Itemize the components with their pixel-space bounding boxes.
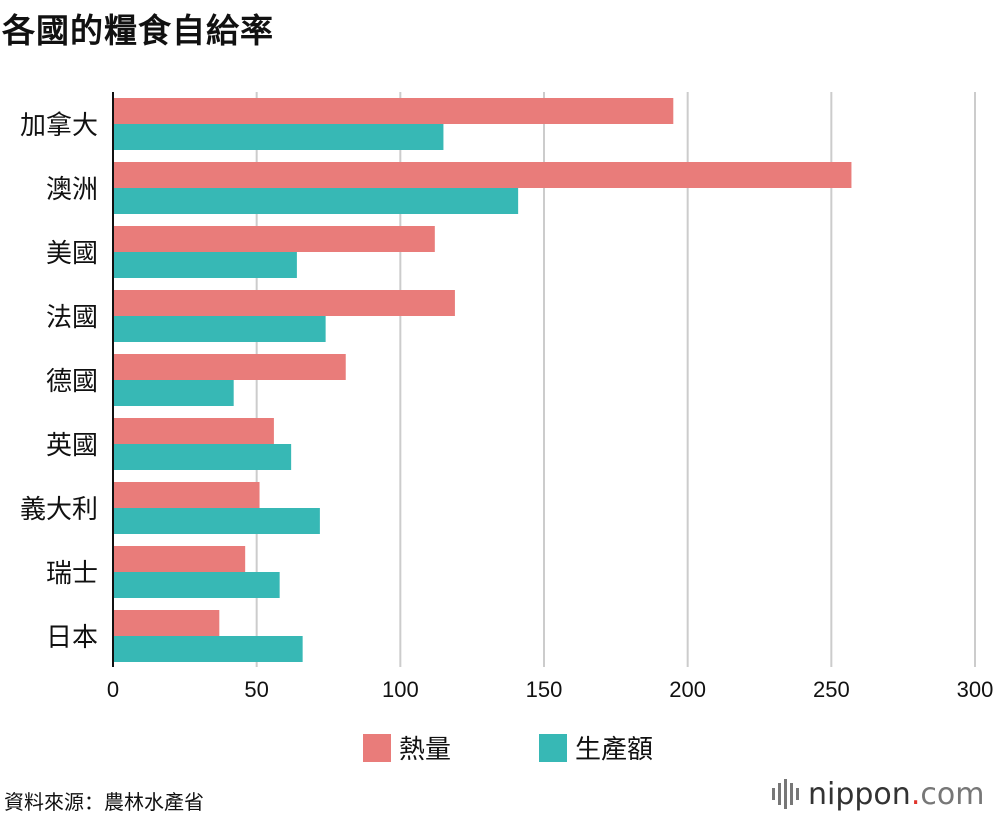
bar-production	[113, 380, 234, 406]
bar-production	[113, 572, 280, 598]
bar-calorie	[113, 290, 455, 316]
category-label: 英國	[46, 431, 98, 461]
bar-calorie	[113, 418, 274, 444]
x-tick-labels: 0 50 100 150 200 250 300	[107, 677, 993, 702]
bar-calorie	[113, 354, 346, 380]
x-tick-label: 200	[669, 677, 706, 702]
legend-swatch	[539, 734, 567, 762]
category-label: 澳洲	[46, 175, 98, 205]
sound-bars-icon	[772, 779, 799, 809]
logo-domain: com	[920, 777, 984, 812]
x-tick-label: 150	[526, 677, 563, 702]
category-label: 日本	[46, 623, 98, 653]
nippon-logo: nippon.com	[772, 777, 984, 812]
bar-production	[113, 124, 444, 150]
logo-name: nippon	[808, 777, 911, 812]
legend: 熱量 生產額	[363, 734, 653, 765]
bar-calorie	[113, 98, 674, 124]
bar-production	[113, 508, 320, 534]
x-tick-label: 250	[813, 677, 850, 702]
bar-calorie	[113, 162, 852, 188]
category-label: 加拿大	[20, 111, 98, 141]
category-label: 瑞士	[46, 559, 98, 589]
bar-production	[113, 636, 303, 662]
bar-calorie	[113, 226, 435, 252]
bar-production	[113, 188, 519, 214]
source-note: 資料來源：農林水產省	[4, 790, 204, 814]
category-label: 法國	[46, 303, 98, 333]
bar-production	[113, 252, 297, 278]
bar-calorie	[113, 610, 220, 636]
category-label: 德國	[46, 367, 98, 397]
bar-calorie	[113, 546, 246, 572]
x-tick-label: 100	[382, 677, 419, 702]
category-label: 義大利	[20, 495, 98, 525]
chart-title: 各國的糧食自給率	[2, 11, 274, 50]
x-tick-label: 0	[107, 677, 119, 702]
category-label: 美國	[46, 239, 98, 269]
svg-text:nippon.com: nippon.com	[808, 777, 984, 812]
x-tick-label: 300	[957, 677, 994, 702]
legend-label: 生產額	[575, 735, 653, 765]
bar-production	[113, 316, 326, 342]
legend-swatch	[363, 734, 391, 762]
bars	[113, 98, 852, 662]
bar-calorie	[113, 482, 260, 508]
logo-dot: .	[911, 777, 921, 812]
bar-production	[113, 444, 292, 470]
legend-label: 熱量	[399, 735, 451, 765]
x-tick-label: 50	[244, 677, 268, 702]
